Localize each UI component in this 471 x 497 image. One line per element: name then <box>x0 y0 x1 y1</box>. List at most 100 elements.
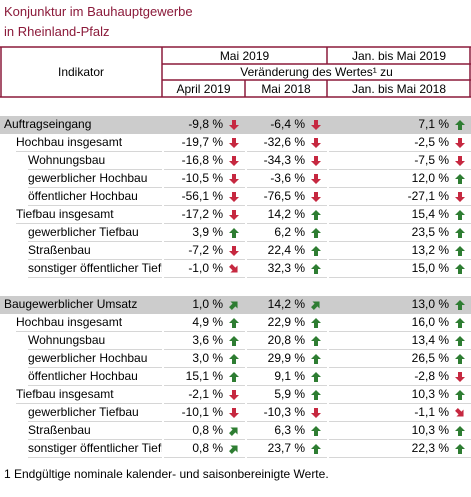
trend-arrow <box>311 156 321 166</box>
trend-arrow <box>455 246 465 256</box>
value-text: 3,0 % <box>192 351 223 365</box>
trend-arrow <box>229 120 239 130</box>
trend-arrow <box>311 390 321 400</box>
trend-arrow <box>311 354 321 364</box>
table-row: öffentlicher Hochbau -56,1 % -76,5 % -27,1 … <box>0 188 471 206</box>
trend-arrow <box>455 120 465 130</box>
value-text: -2,5 % <box>414 135 449 149</box>
trend-arrow <box>455 354 465 364</box>
value-text: 22,9 % <box>267 315 305 329</box>
value-cell: 3,6 % <box>164 332 245 350</box>
value-text: -3,6 % <box>270 171 305 185</box>
value-cell: 6,3 % <box>247 422 327 440</box>
value-text: 0,8 % <box>192 423 223 437</box>
value-text: 7,1 % <box>418 117 449 131</box>
trend-arrow <box>455 138 465 148</box>
indicator-cell: sonstiger öffentlicher Tiefb <box>28 440 162 458</box>
trend-arrow <box>229 156 239 166</box>
value-cell: 9,1 % <box>247 368 327 386</box>
value-text: 14,2 % <box>267 207 305 221</box>
trend-arrow <box>311 228 321 238</box>
trend-arrow <box>311 301 320 310</box>
trend-arrow <box>229 301 238 310</box>
value-text: 13,0 % <box>411 297 449 311</box>
value-text: -6,4 % <box>270 117 305 131</box>
section-row: Auftragseingang -9,8 % -6,4 % 7,1 % <box>0 116 471 134</box>
column-header: Jan. bis Mai 2018 <box>351 82 447 96</box>
section-row: Baugewerblicher Umsatz 1,0 % 14,2 % 13,0 % <box>0 296 471 314</box>
value-text: 13,2 % <box>411 243 449 257</box>
indicator-cell: gewerblicher Hochbau <box>28 170 162 188</box>
trend-arrow <box>311 318 321 328</box>
value-cell: -10,5 % <box>164 170 245 188</box>
indicator-cell: Hochbau insgesamt <box>16 314 162 332</box>
value-cell: 20,8 % <box>247 332 327 350</box>
indicator-cell: Hochbau insgesamt <box>16 134 162 152</box>
value-cell: 15,1 % <box>164 368 245 386</box>
trend-arrow <box>455 228 465 238</box>
table-row: Hochbau insgesamt 4,9 % 22,9 % 16,0 % <box>0 314 471 332</box>
trend-arrow <box>229 228 239 238</box>
value-text: 13,4 % <box>411 333 449 347</box>
table-row: sonstiger öffentlicher Tiefb 0,8 % 23,7 % 2… <box>0 440 471 458</box>
value-text: 3,9 % <box>192 225 223 239</box>
value-cell: 26,5 % <box>329 350 471 368</box>
trend-arrow <box>311 138 321 148</box>
indicator-cell: sonstiger öffentlicher Tiefb <box>28 260 162 278</box>
table-row: Wohnungsbau -16,8 % -34,3 % -7,5 % <box>0 152 471 170</box>
value-text: -76,5 % <box>263 189 305 203</box>
indicator-cell: Straßenbau <box>28 242 162 260</box>
value-text: 14,2 % <box>267 297 305 311</box>
value-text: -2,8 % <box>414 369 449 383</box>
header-frame <box>0 46 471 98</box>
value-cell: -17,2 % <box>164 206 245 224</box>
value-cell: 14,2 % <box>247 296 327 313</box>
value-text: 20,8 % <box>267 333 305 347</box>
value-text: 6,2 % <box>274 225 305 239</box>
table-row: gewerblicher Tiefbau 3,9 % 6,2 % 23,5 % <box>0 224 471 242</box>
table-row: Tiefbau insgesamt -17,2 % 14,2 % 15,4 % <box>0 206 471 224</box>
value-text: 15,4 % <box>411 207 449 221</box>
trend-arrow <box>455 336 465 346</box>
table-row: Straßenbau -7,2 % 22,4 % 13,2 % <box>0 242 471 260</box>
value-text: 22,4 % <box>267 243 305 257</box>
value-cell: 16,0 % <box>329 314 471 332</box>
indicator-cell: Straßenbau <box>28 422 162 440</box>
trend-arrow <box>455 390 465 400</box>
value-cell: -16,8 % <box>164 152 245 170</box>
trend-arrow <box>311 192 321 202</box>
trend-arrow <box>229 246 239 256</box>
value-cell: -27,1 % <box>329 188 471 206</box>
trend-arrow <box>311 120 321 130</box>
value-text: -32,6 % <box>263 135 305 149</box>
indicator-cell: Wohnungsbau <box>28 332 162 350</box>
trend-arrow <box>229 336 239 346</box>
value-text: -7,2 % <box>188 243 223 257</box>
value-cell: 0,8 % <box>164 422 245 440</box>
trend-arrow <box>229 445 238 454</box>
value-text: 4,9 % <box>192 315 223 329</box>
table-row: sonstiger öffentlicher Tiefb -1,0 % 32,3 %… <box>0 260 471 278</box>
table-row: Straßenbau 0,8 % 6,3 % 10,3 % <box>0 422 471 440</box>
trend-arrow <box>229 192 239 202</box>
value-cell: 22,9 % <box>247 314 327 332</box>
value-cell: 13,2 % <box>329 242 471 260</box>
value-text: -10,5 % <box>181 171 223 185</box>
value-text: 16,0 % <box>411 315 449 329</box>
value-cell: 3,0 % <box>164 350 245 368</box>
trend-arrow <box>229 372 239 382</box>
value-text: 29,9 % <box>267 351 305 365</box>
trend-arrow <box>455 408 464 417</box>
indicator-cell: Baugewerblicher Umsatz <box>4 297 138 311</box>
value-cell: -9,8 % <box>164 116 245 133</box>
column-header: Indikator <box>57 65 105 79</box>
value-cell: -7,2 % <box>164 242 245 260</box>
indicator-cell: öffentlicher Hochbau <box>28 368 162 386</box>
indicator-cell: Tiefbau insgesamt <box>16 206 162 224</box>
trend-arrow <box>311 174 321 184</box>
trend-arrow <box>229 427 238 436</box>
value-cell: -3,6 % <box>247 170 327 188</box>
trend-arrow <box>455 372 465 382</box>
value-text: -9,8 % <box>188 117 223 131</box>
indicator-cell: Wohnungsbau <box>28 152 162 170</box>
